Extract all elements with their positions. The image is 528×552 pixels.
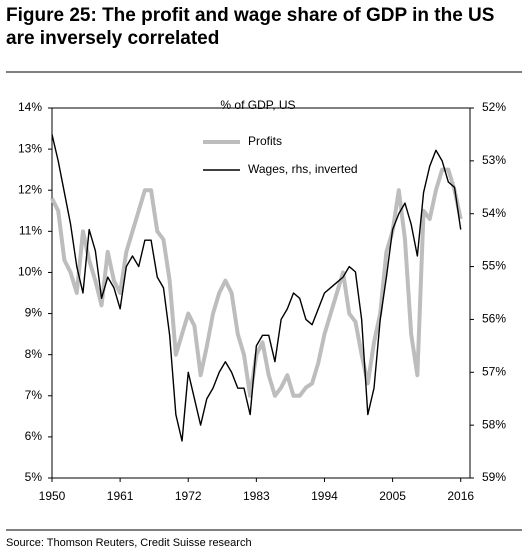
plot-frame <box>51 107 471 479</box>
series-line <box>50 167 463 398</box>
x-tick-label: 1983 <box>243 489 270 503</box>
y2-tick-label: 52% <box>482 100 506 114</box>
legend-label: Profits <box>248 134 282 148</box>
series-line <box>51 134 462 442</box>
x-tick-label: 1972 <box>175 489 202 503</box>
x-tick-label: 1950 <box>39 489 66 503</box>
y-tick-label: 14% <box>18 100 42 114</box>
x-tick-label: 1994 <box>311 489 338 503</box>
annotation: % of GDP, US <box>220 98 295 112</box>
y-tick-label: 8% <box>25 347 43 361</box>
y2-tick-label: 53% <box>482 153 506 167</box>
y-tick-label: 6% <box>25 429 43 443</box>
y-tick-label: 9% <box>25 306 43 320</box>
y2-tick-label: 54% <box>482 206 506 220</box>
legend-label: Wages, rhs, inverted <box>248 162 358 176</box>
y2-tick-label: 55% <box>482 259 506 273</box>
y-tick-label: 13% <box>18 141 42 155</box>
y-tick-label: 11% <box>19 224 42 238</box>
y2-tick-label: 58% <box>482 417 506 431</box>
y-tick-label: 5% <box>25 470 43 484</box>
y-tick-label: 10% <box>18 265 42 279</box>
source: Source: Thomson Reuters, Credit Suisse r… <box>6 537 252 549</box>
x-tick-label: 2016 <box>447 489 474 503</box>
y2-tick-label: 56% <box>482 312 506 326</box>
y-tick-label: 12% <box>18 182 42 196</box>
y-tick-label: 7% <box>25 388 43 402</box>
y2-tick-label: 59% <box>482 470 506 484</box>
chart-title: Figure 25: The profit and wage share of … <box>6 5 495 49</box>
y2-tick-label: 57% <box>482 364 506 378</box>
x-tick-label: 2005 <box>379 489 406 503</box>
x-tick-label: 1961 <box>107 489 134 503</box>
